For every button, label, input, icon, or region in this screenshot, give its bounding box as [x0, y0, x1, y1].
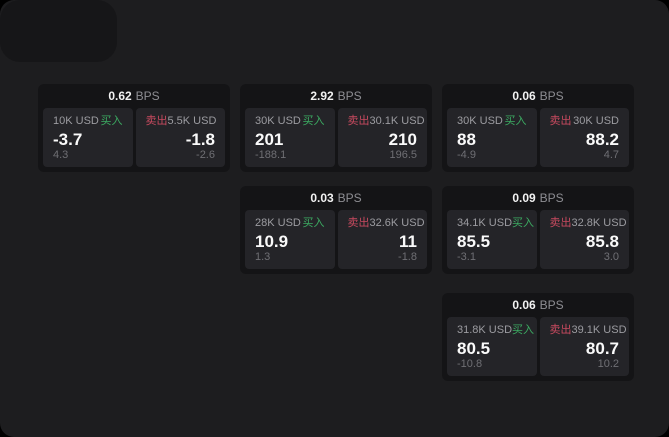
quote-card: 0.06 BPS 31.8K USD 买入 80.5 -10.8 卖出 39.1… [442, 293, 634, 381]
sell-price: 11 [399, 232, 417, 251]
sell-side-label: 卖出 [549, 115, 572, 127]
bps-suffix: BPS [135, 89, 160, 103]
buy-side-label: 买入 [302, 217, 325, 229]
buy-sub-value: -188.1 [255, 149, 287, 161]
sell-side-label: 卖出 [145, 115, 168, 127]
bps-suffix: BPS [337, 191, 362, 205]
sell-panel[interactable]: 卖出 32.8K USD 85.8 3.0 [539, 210, 629, 269]
buy-side-label: 买入 [512, 324, 535, 336]
buy-amount: 10K USD [53, 115, 99, 127]
buy-side-label: 买入 [302, 115, 325, 127]
sell-side-label: 卖出 [549, 324, 572, 336]
bps-value: 0.09 [512, 191, 536, 205]
sell-amount: 32.6K USD [369, 217, 425, 229]
bps-suffix: BPS [337, 89, 362, 103]
sell-panel[interactable]: 卖出 5.5K USD -1.8 -2.6 [135, 108, 225, 167]
bps-header: 0.06 BPS [442, 293, 634, 317]
buy-sub-value: -10.8 [457, 358, 483, 370]
bps-header: 0.62 BPS [38, 84, 230, 108]
buy-price: 80.5 [457, 339, 491, 358]
buy-price: 10.9 [255, 232, 289, 251]
bps-suffix: BPS [539, 89, 564, 103]
sell-panel[interactable]: 卖出 39.1K USD 80.7 10.2 [539, 317, 629, 376]
sell-side-label: 卖出 [347, 217, 370, 229]
buy-sub-value: -4.9 [457, 149, 476, 161]
buy-panel[interactable]: 30K USD 买入 201 -188.1 [245, 108, 335, 167]
bps-value: 0.06 [512, 298, 536, 312]
sell-sub-value: -2.6 [196, 149, 215, 161]
buy-amount: 28K USD [255, 217, 301, 229]
sell-panel[interactable]: 卖出 32.6K USD 11 -1.8 [337, 210, 427, 269]
sell-panel[interactable]: 卖出 30K USD 88.2 4.7 [539, 108, 629, 167]
buy-price: -3.7 [53, 130, 83, 149]
buy-sub-value: 4.3 [53, 149, 69, 161]
quote-card: 0.62 BPS 10K USD 买入 -3.7 4.3 卖出 5.5K USD… [38, 84, 230, 172]
buy-price: 201 [255, 130, 284, 149]
buy-panel[interactable]: 31.8K USD 买入 80.5 -10.8 [447, 317, 537, 376]
buy-panel[interactable]: 10K USD 买入 -3.7 4.3 [43, 108, 133, 167]
bps-header: 0.06 BPS [442, 84, 634, 108]
sell-amount: 39.1K USD [571, 324, 627, 336]
buy-side-label: 买入 [512, 217, 535, 229]
sell-price: -1.8 [185, 130, 215, 149]
bps-header: 0.09 BPS [442, 186, 634, 210]
sell-panel[interactable]: 卖出 30.1K USD 210 196.5 [337, 108, 427, 167]
sell-sub-value: -1.8 [398, 251, 417, 263]
bps-value: 0.03 [310, 191, 334, 205]
quote-card: 0.06 BPS 30K USD 买入 88 -4.9 卖出 30K USD 8… [442, 84, 634, 172]
bps-suffix: BPS [539, 298, 564, 312]
buy-side-label: 买入 [504, 115, 527, 127]
sell-price: 88.2 [585, 130, 619, 149]
sell-sub-value: 4.7 [603, 149, 619, 161]
bps-header: 0.03 BPS [240, 186, 432, 210]
bps-value: 2.92 [310, 89, 334, 103]
sell-side-label: 卖出 [549, 217, 572, 229]
buy-amount: 34.1K USD [457, 217, 513, 229]
sell-amount: 32.8K USD [571, 217, 627, 229]
buy-amount: 30K USD [457, 115, 503, 127]
buy-price: 85.5 [457, 232, 491, 251]
sell-sub-value: 3.0 [603, 251, 619, 263]
quote-card: 2.92 BPS 30K USD 买入 201 -188.1 卖出 30.1K … [240, 84, 432, 172]
buy-amount: 31.8K USD [457, 324, 513, 336]
buy-sub-value: 1.3 [255, 251, 271, 263]
buy-amount: 30K USD [255, 115, 301, 127]
buy-panel[interactable]: 34.1K USD 买入 85.5 -3.1 [447, 210, 537, 269]
sell-amount: 30.1K USD [369, 115, 425, 127]
sell-amount: 30K USD [573, 115, 619, 127]
sell-side-label: 卖出 [347, 115, 370, 127]
bps-suffix: BPS [539, 191, 564, 205]
buy-sub-value: -3.1 [457, 251, 476, 263]
quote-card: 0.09 BPS 34.1K USD 买入 85.5 -3.1 卖出 32.8K… [442, 186, 634, 274]
corner-overlay-shape [0, 0, 117, 62]
buy-panel[interactable]: 30K USD 买入 88 -4.9 [447, 108, 537, 167]
sell-price: 85.8 [585, 232, 619, 251]
sell-sub-value: 10.2 [597, 358, 619, 370]
sell-price: 80.7 [585, 339, 619, 358]
buy-price: 88 [457, 130, 476, 149]
quote-card: 0.03 BPS 28K USD 买入 10.9 1.3 卖出 32.6K US… [240, 186, 432, 274]
buy-panel[interactable]: 28K USD 买入 10.9 1.3 [245, 210, 335, 269]
bps-header: 2.92 BPS [240, 84, 432, 108]
buy-side-label: 买入 [100, 115, 123, 127]
sell-sub-value: 196.5 [389, 149, 417, 161]
sell-price: 210 [388, 130, 417, 149]
bps-value: 0.62 [108, 89, 132, 103]
bps-value: 0.06 [512, 89, 536, 103]
sell-amount: 5.5K USD [167, 115, 217, 127]
